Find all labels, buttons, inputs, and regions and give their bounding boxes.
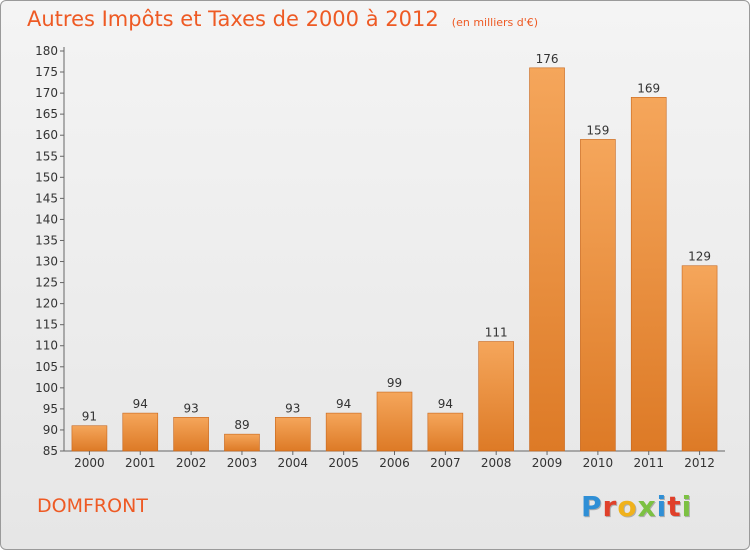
y-tick-label: 180	[35, 44, 58, 58]
logo-letter: i	[681, 490, 693, 523]
y-tick-label: 90	[43, 423, 58, 437]
logo-letter: x	[637, 490, 657, 523]
x-tick-label: 2001	[125, 456, 156, 470]
y-tick-label: 100	[35, 381, 58, 395]
bar-value-label: 99	[387, 376, 402, 390]
bar-value-label: 94	[438, 397, 453, 411]
x-tick-label: 2012	[684, 456, 715, 470]
x-tick-label: 2002	[176, 456, 207, 470]
y-tick-label: 155	[35, 149, 58, 163]
bar-2003	[224, 433, 260, 452]
bar-value-label: 159	[586, 123, 609, 137]
y-tick-label: 135	[35, 233, 58, 247]
y-tick-label: 170	[35, 86, 58, 100]
logo-letter: i	[656, 490, 668, 523]
bar-2002	[173, 417, 209, 452]
x-tick-label: 2011	[633, 456, 664, 470]
x-tick-label: 2006	[379, 456, 410, 470]
x-tick-label: 2007	[430, 456, 461, 470]
y-tick-label: 120	[35, 297, 58, 311]
bar-value-label: 94	[336, 397, 351, 411]
x-tick-label: 2010	[583, 456, 614, 470]
x-tick-label: 2005	[328, 456, 359, 470]
y-tick-label: 175	[35, 65, 58, 79]
y-tick-label: 95	[43, 402, 58, 416]
y-tick-label: 105	[35, 360, 58, 374]
bar-value-label: 129	[688, 250, 711, 264]
bar-2010	[580, 139, 616, 452]
y-tick-label: 140	[35, 212, 58, 226]
y-tick-label: 130	[35, 255, 58, 269]
bar-value-label: 94	[133, 397, 148, 411]
title-block: Autres Impôts et Taxes de 2000 à 2012 (e…	[27, 7, 538, 31]
bar-value-label: 89	[234, 418, 249, 432]
y-tick-label: 145	[35, 191, 58, 205]
bar-2006	[376, 391, 413, 452]
y-tick-label: 125	[35, 276, 58, 290]
logo-letter: o	[617, 490, 638, 523]
proxiti-logo[interactable]: Proxiti	[581, 490, 692, 523]
chart-title: Autres Impôts et Taxes de 2000 à 2012	[27, 7, 439, 31]
bar-value-label: 93	[183, 401, 198, 415]
bar-2011	[630, 97, 667, 452]
logo-letter: P	[581, 490, 603, 523]
bar-value-label: 91	[82, 410, 97, 424]
y-tick-label: 85	[43, 444, 58, 458]
bar-2001	[122, 412, 159, 452]
y-tick-label: 165	[35, 107, 58, 121]
bar-2004	[275, 417, 311, 452]
bar-2000	[71, 425, 108, 452]
bar-2012	[681, 265, 718, 452]
y-tick-label: 160	[35, 128, 58, 142]
x-tick-label: 2003	[227, 456, 258, 470]
bar-value-label: 111	[485, 326, 508, 340]
x-tick-label: 2008	[481, 456, 512, 470]
bar-2005	[325, 412, 362, 452]
y-tick-label: 150	[35, 170, 58, 184]
x-tick-label: 2000	[74, 456, 105, 470]
y-tick-label: 115	[35, 318, 58, 332]
bar-value-label: 93	[285, 401, 300, 415]
bar-2008	[478, 341, 514, 452]
commune-name: DOMFRONT	[37, 495, 148, 517]
bar-value-label: 176	[536, 52, 559, 66]
bar-2009	[529, 67, 565, 452]
logo-letter: t	[667, 490, 682, 523]
logo-letter: r	[602, 490, 618, 523]
bar-2007	[427, 412, 464, 452]
x-tick-label: 2009	[532, 456, 563, 470]
chart-subtitle: (en milliers d'€)	[451, 16, 539, 29]
x-tick-label: 2004	[278, 456, 309, 470]
bar-value-label: 169	[637, 81, 660, 95]
y-tick-label: 110	[35, 339, 58, 353]
